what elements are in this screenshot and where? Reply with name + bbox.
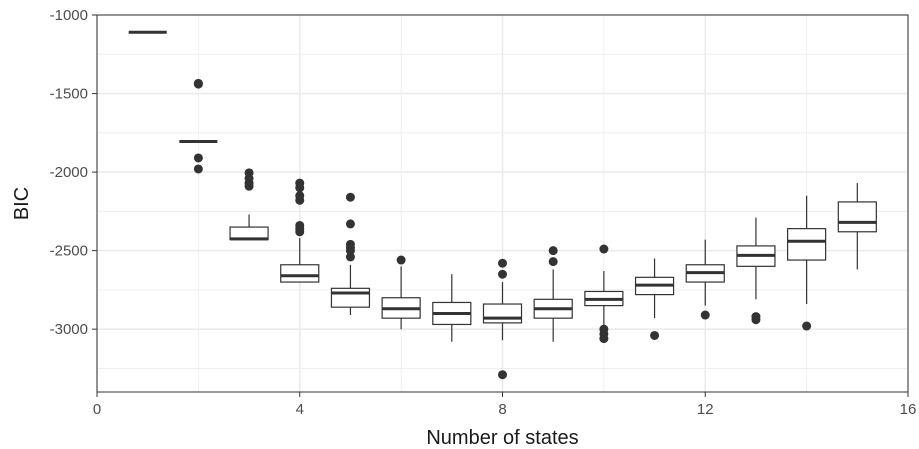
- outlier-point: [650, 330, 660, 340]
- x-tick-label: 16: [900, 401, 917, 418]
- outlier-point: [345, 219, 355, 229]
- x-tick-label: 0: [93, 401, 101, 418]
- box-14: [787, 195, 827, 331]
- y-axis-title: BIC: [11, 187, 33, 220]
- outlier-point: [498, 370, 507, 380]
- box-8: [482, 258, 523, 380]
- box-5: [330, 192, 371, 316]
- outlier-point: [295, 227, 305, 237]
- box-3: [229, 168, 269, 241]
- y-tick-label: -2000: [50, 164, 88, 181]
- box-2: [179, 78, 218, 174]
- outlier-point: [244, 181, 254, 191]
- outlier-point: [193, 164, 203, 174]
- box-body: [482, 303, 523, 324]
- x-tick-label: 8: [498, 401, 506, 418]
- y-tick-label: -3000: [50, 321, 88, 338]
- y-tick-label: -2500: [50, 243, 88, 260]
- outlier-point: [498, 258, 507, 268]
- outlier-point: [599, 244, 609, 254]
- box-6: [381, 255, 421, 330]
- box-body: [280, 264, 320, 283]
- x-axis-ticks: 0 4 8 12 16: [93, 392, 917, 418]
- outlier-point: [548, 257, 558, 267]
- box-11: [634, 258, 675, 340]
- box-body: [330, 287, 371, 308]
- box-13: [736, 217, 776, 325]
- x-axis-title: Number of states: [426, 427, 578, 449]
- y-tick-label: -1500: [50, 86, 88, 103]
- outlier-point: [751, 315, 761, 325]
- y-tick-label: -1000: [50, 7, 88, 24]
- box-body: [837, 201, 877, 233]
- outlier-point: [700, 310, 710, 320]
- box-body: [787, 228, 827, 261]
- outlier-point: [396, 255, 406, 265]
- outlier-point: [802, 321, 812, 331]
- outlier-point: [345, 246, 355, 256]
- y-axis-ticks: -1000 -1500 -2000 -2500 -3000: [50, 7, 97, 338]
- outlier-point: [345, 252, 355, 262]
- box-series: [128, 30, 877, 380]
- outlier-point: [345, 192, 355, 202]
- box-9: [533, 246, 573, 342]
- box-12: [685, 239, 725, 320]
- outlier-point: [548, 246, 558, 256]
- box-7: [432, 274, 472, 342]
- outlier-point: [498, 269, 507, 279]
- outlier-point: [295, 183, 305, 193]
- outlier-point: [599, 334, 609, 344]
- outlier-point: [295, 195, 305, 205]
- outlier-point: [193, 78, 203, 88]
- outlier-point: [193, 153, 203, 163]
- box-10: [584, 244, 624, 344]
- x-tick-label: 4: [296, 401, 304, 418]
- box-4: [280, 178, 320, 283]
- box-15: [837, 183, 877, 270]
- x-tick-label: 12: [697, 401, 714, 418]
